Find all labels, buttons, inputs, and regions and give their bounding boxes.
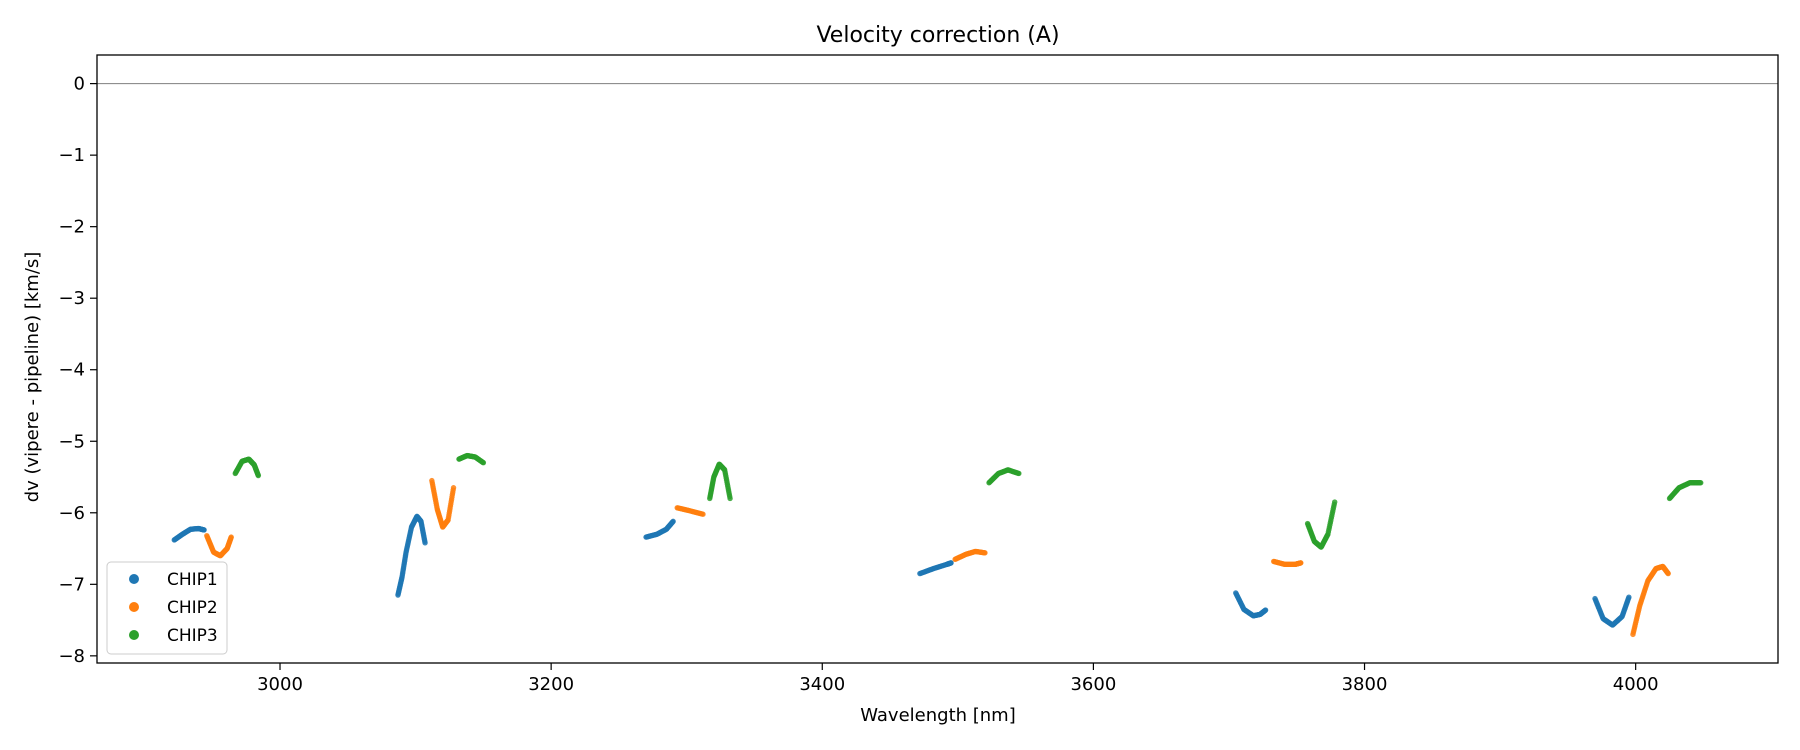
data-point [1298, 560, 1304, 566]
legend-label-chip3: CHIP3 [167, 626, 218, 646]
data-point [1626, 594, 1632, 600]
y-tick-label: −2 [58, 217, 85, 238]
x-tick-label: 3000 [257, 674, 303, 695]
y-tick-label: −5 [58, 431, 85, 452]
x-tick-label: 3800 [1342, 674, 1388, 695]
y-tick-label: −4 [58, 360, 85, 381]
plot-frame [96, 54, 1779, 664]
series-chip2 [204, 477, 1671, 638]
data-point [1665, 570, 1671, 577]
x-tick-label: 3200 [528, 674, 574, 695]
legend-marker-chip2 [129, 602, 139, 612]
data-point [982, 550, 988, 556]
legend-label-chip2: CHIP2 [167, 598, 218, 618]
data-point [700, 511, 706, 517]
data-point [422, 540, 428, 546]
x-tick-label: 4000 [1613, 674, 1659, 695]
data-point [670, 518, 676, 525]
data-point [450, 485, 457, 491]
x-tick-label: 3600 [1070, 674, 1116, 695]
chart-title: Velocity correction (A) [816, 23, 1059, 48]
data-point [255, 472, 262, 479]
y-tick-label: −6 [58, 503, 85, 524]
plot-area: 3000 3200 3400 3600 3800 4000 0 −1 −2 −3 −4 −5 −6 −7 −… [58, 54, 1779, 695]
data-point [480, 460, 487, 466]
data-point [228, 534, 234, 540]
y-axis-label: dv (vipere - pipeline) [km/s] [22, 252, 43, 503]
data-point [948, 560, 954, 566]
data-point [201, 527, 207, 533]
y-tick-label: −3 [58, 288, 85, 309]
y-tick-label: −7 [58, 574, 85, 595]
data-point [727, 495, 733, 502]
legend-label-chip1: CHIP1 [167, 570, 218, 590]
legend-marker-chip3 [129, 630, 139, 640]
x-axis-label: Wavelength [nm] [860, 705, 1016, 726]
y-tick-label: −1 [58, 145, 85, 166]
x-tick-label: 3400 [799, 674, 845, 695]
data-point [1262, 607, 1269, 613]
series-chip3 [232, 452, 1704, 550]
series-chip1 [171, 513, 1632, 628]
data-point [1016, 470, 1022, 477]
legend: CHIP1 CHIP2 CHIP3 [106, 561, 228, 655]
y-tick-label: −8 [58, 646, 85, 667]
y-tick-label: 0 [74, 74, 85, 95]
data-point [1332, 499, 1338, 505]
data-point [1698, 480, 1704, 486]
legend-marker-chip1 [129, 574, 139, 584]
